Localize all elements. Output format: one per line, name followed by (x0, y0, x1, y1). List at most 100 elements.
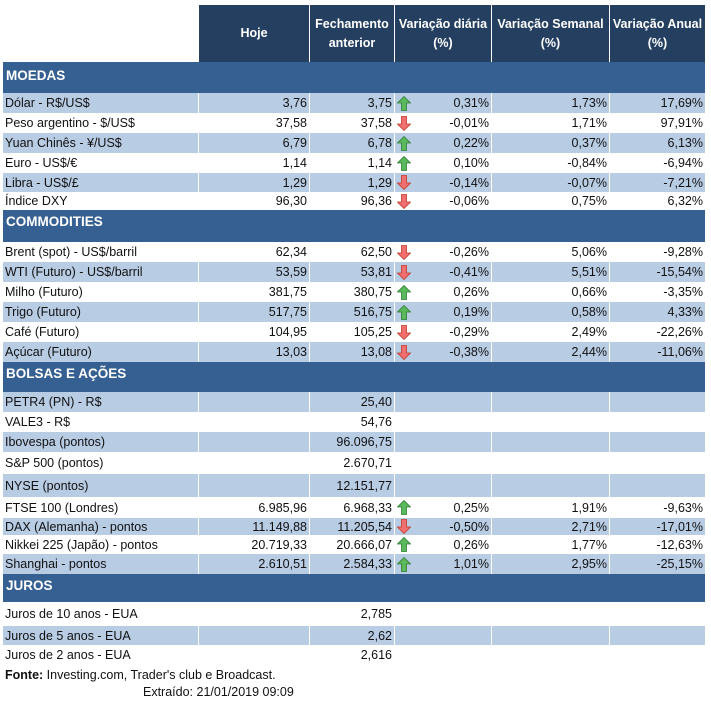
cell-label: Shanghai - pontos (5, 557, 107, 571)
arrow-down-icon (397, 193, 411, 209)
table-row: Juros de 5 anos - EUA 2,62 (3, 626, 705, 645)
cell-label: Trigo (Futuro) (5, 305, 81, 319)
cell-variacao-diaria (394, 452, 491, 474)
cell-variacao-diaria: -0,50% (394, 518, 491, 535)
cell-fechamento: 20.666,07 (336, 537, 392, 552)
arrow-up-icon (397, 155, 411, 171)
cell-variacao-diaria: 0,22% (394, 133, 491, 153)
cell-label: NYSE (pontos) (5, 478, 89, 493)
arrow-up-icon (397, 135, 411, 151)
cell-hoje: 1,29 (198, 173, 309, 192)
cell-variacao-diaria: -0,01% (449, 116, 489, 130)
cell-hoje: 37,58 (275, 116, 307, 130)
table-row: Shanghai - pontos 2.610,51 2.584,33 1,01% 2,… (3, 554, 705, 574)
cell-variacao-anual: -9,63% (663, 500, 703, 515)
cell-variacao-anual (609, 626, 705, 645)
cell-variacao-anual (609, 602, 705, 626)
arrow-down-icon (397, 324, 411, 340)
cell-hoje: 517,75 (198, 302, 309, 322)
arrow-up-icon (397, 304, 411, 320)
cell-hoje: 13,03 (198, 342, 309, 362)
cell-variacao-anual: -25,15% (609, 554, 705, 574)
cell-variacao-diaria (394, 474, 491, 497)
cell-hoje: 62,34 (275, 245, 307, 259)
cell-variacao-anual: -3,35% (663, 285, 703, 299)
cell-variacao-anual (609, 432, 705, 452)
cell-variacao-diaria: 0,26% (453, 285, 489, 299)
table-row: Índice DXY 96,30 96,36 -0,06% 0,75% 6,32% (3, 192, 705, 210)
cell-hoje: 104,95 (268, 325, 307, 339)
arrow-up-icon (397, 284, 411, 300)
cell-variacao-semanal: -0,84% (567, 156, 607, 170)
cell-hoje: 96,30 (275, 194, 307, 208)
cell-variacao-semanal (491, 432, 609, 452)
cell-fechamento: 2,62 (309, 626, 394, 645)
cell-variacao-semanal: 2,44% (491, 342, 609, 362)
cell-label: PETR4 (PN) - R$ (5, 395, 102, 409)
cell-hoje: 20.719,33 (251, 537, 307, 552)
cell-variacao-anual: -7,21% (609, 173, 705, 192)
cell-variacao-semanal: 0,66% (571, 285, 607, 299)
cell-hoje: 6,79 (198, 133, 309, 153)
table-row: Açúcar (Futuro) 13,03 13,08 -0,38% 2,44% -11,… (3, 342, 705, 362)
table-row: Yuan Chinês - ¥/US$ 6,79 6,78 0,22% 0,37% 6,1… (3, 133, 705, 153)
cell-variacao-semanal (491, 474, 609, 497)
cell-variacao-diaria: -0,14% (394, 173, 491, 192)
cell-hoje: 53,59 (198, 262, 309, 282)
cell-variacao-diaria: 0,25% (453, 500, 489, 515)
arrow-up-icon (397, 95, 411, 111)
section-header: BOLSAS E AÇÕES (3, 362, 705, 392)
section-header: COMMODITIES (3, 210, 705, 242)
cell-variacao-anual: -9,28% (663, 245, 703, 259)
table-row: Libra - US$/£ 1,29 1,29 -0,14% -0,07% -7,21% (3, 173, 705, 192)
table-row: Peso argentino - $/US$ 37,58 37,58 -0,01% 1,… (3, 113, 705, 133)
table-row: Brent (spot) - US$/barril 62,34 62,50 -0,26… (3, 242, 705, 262)
cell-label: Libra - US$/£ (5, 175, 79, 190)
cell-label: DAX (Alemanha) - pontos (5, 519, 148, 534)
cell-variacao-semanal: 5,06% (571, 245, 607, 259)
table-row: Milho (Futuro) 381,75 380,75 0,26% 0,66% -3,3… (3, 282, 705, 302)
table-row: VALE3 - R$ 54,76 (3, 412, 705, 432)
cell-variacao-semanal: 2,95% (491, 554, 609, 574)
table-row: Café (Futuro) 104,95 105,25 -0,29% 2,49% -22,… (3, 322, 705, 342)
arrow-down-icon (397, 115, 411, 131)
cell-variacao-anual (609, 645, 705, 665)
cell-variacao-diaria (394, 432, 491, 452)
cell-hoje (198, 392, 309, 412)
cell-variacao-diaria: -0,26% (449, 245, 489, 259)
table-row: Trigo (Futuro) 517,75 516,75 0,19% 0,58% 4,33… (3, 302, 705, 322)
cell-label: Peso argentino - $/US$ (5, 116, 135, 130)
header-col-variacao-anual: Variação Anual (%) (609, 5, 705, 62)
table-row: WTI (Futuro) - US$/barril 53,59 53,81 -0,41… (3, 262, 705, 282)
cell-fechamento: 13,08 (309, 342, 394, 362)
cell-fechamento: 2,785 (360, 607, 392, 621)
cell-fechamento: 53,81 (309, 262, 394, 282)
arrow-up-icon (397, 500, 411, 515)
arrow-down-icon (397, 244, 411, 260)
table-row: S&P 500 (pontos) 2.670,71 (3, 452, 705, 474)
section-title: JUROS (6, 578, 53, 593)
cell-fechamento: 25,40 (309, 392, 394, 412)
cell-variacao-anual: 4,33% (609, 302, 705, 322)
section-title: COMMODITIES (6, 214, 103, 229)
table-row: NYSE (pontos) 12.151,77 (3, 474, 705, 497)
cell-hoje (198, 432, 309, 452)
cell-hoje (198, 474, 309, 497)
cell-variacao-diaria: 0,19% (394, 302, 491, 322)
cell-variacao-diaria (394, 602, 491, 626)
cell-fechamento: 105,25 (353, 325, 392, 339)
cell-label: Dólar - R$/US$ (5, 96, 90, 110)
cell-variacao-anual (609, 474, 705, 497)
section-header: JUROS (3, 574, 705, 602)
cell-variacao-anual (609, 452, 705, 474)
cell-label: Ibovespa (pontos) (5, 435, 106, 449)
cell-fechamento: 1,14 (367, 156, 392, 170)
cell-hoje (198, 626, 309, 645)
table-row: Juros de 10 anos - EUA 2,785 (3, 602, 705, 626)
cell-fechamento: 1,29 (309, 173, 394, 192)
cell-variacao-semanal: 1,71% (571, 116, 607, 130)
cell-fechamento: 516,75 (309, 302, 394, 322)
cell-fechamento: 54,76 (360, 415, 392, 429)
cell-variacao-semanal (491, 412, 609, 432)
table-row: Euro - US$/€ 1,14 1,14 0,10% -0,84% -6,94% (3, 153, 705, 173)
